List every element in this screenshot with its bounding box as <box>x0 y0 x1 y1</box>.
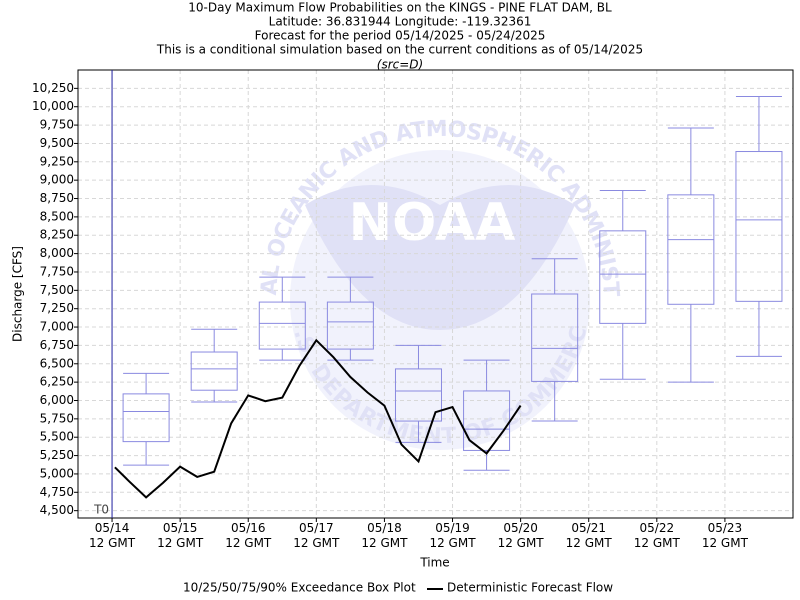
box <box>599 230 647 324</box>
y-tick-label: 9,000 <box>40 173 74 187</box>
x-tick-label: 05/14 12 GMT <box>89 521 136 550</box>
y-tick-label: 7,250 <box>40 301 74 315</box>
chart-title: 10-Day Maximum Flow Probabilities on the… <box>188 1 612 15</box>
subtitle: (src=D) <box>377 58 423 72</box>
x-axis-label: Time <box>419 556 449 570</box>
y-tick-label: 7,750 <box>40 264 74 278</box>
box <box>190 351 238 391</box>
chart-title: This is a conditional simulation based o… <box>156 43 643 57</box>
y-tick-label: 6,250 <box>40 375 74 389</box>
chart-title: Forecast for the period 05/14/2025 - 05/… <box>255 29 546 43</box>
y-axis-label: Discharge [CFS] <box>11 246 25 342</box>
y-tick-label: 5,750 <box>40 411 74 425</box>
x-tick-label: 05/19 12 GMT <box>429 521 476 550</box>
x-tick-label: 05/15 12 GMT <box>157 521 204 550</box>
x-tick-label: 05/17 12 GMT <box>293 521 340 550</box>
y-tick-label: 6,000 <box>40 393 74 407</box>
y-tick-label: 5,000 <box>40 466 74 480</box>
box <box>258 301 306 350</box>
y-tick-label: 4,750 <box>40 485 74 499</box>
box <box>735 151 783 302</box>
plot-frame <box>77 69 794 519</box>
x-tick-label: 05/20 12 GMT <box>497 521 544 550</box>
y-tick-label: 8,500 <box>40 209 74 223</box>
watermark-bird <box>305 185 575 330</box>
legend-box: 10/25/50/75/90% Exceedance Box Plot <box>183 581 416 595</box>
y-tick-label: 5,500 <box>40 430 74 444</box>
forecast-line <box>114 338 522 499</box>
y-tick-label: 7,500 <box>40 283 74 297</box>
y-tick-label: 9,500 <box>40 136 74 150</box>
x-tick-label: 05/16 12 GMT <box>225 521 272 550</box>
x-tick-label: 05/21 12 GMT <box>565 521 612 550</box>
box <box>122 393 170 443</box>
y-tick-label: 6,500 <box>40 356 74 370</box>
box <box>394 368 442 422</box>
legend-line: Deterministic Forecast Flow <box>447 581 613 595</box>
x-tick-label: 05/22 12 GMT <box>633 521 680 550</box>
watermark-center: NOAA <box>349 193 516 253</box>
x-tick-label: 05/23 12 GMT <box>701 521 748 550</box>
box <box>667 194 715 305</box>
y-tick-label: 8,000 <box>40 246 74 260</box>
chart-title: Latitude: 36.831944 Longitude: -119.3236… <box>269 15 532 29</box>
y-tick-label: 5,250 <box>40 448 74 462</box>
y-tick-label: 9,250 <box>40 154 74 168</box>
annotation-label: T0 <box>93 503 109 517</box>
y-tick-label: 6,750 <box>40 338 74 352</box>
y-tick-label: 10,000 <box>32 99 74 113</box>
y-tick-label: 8,750 <box>40 191 74 205</box>
y-tick-label: 9,750 <box>40 118 74 132</box>
box <box>531 293 579 382</box>
y-tick-label: 4,500 <box>40 503 74 517</box>
y-tick-label: 10,250 <box>32 81 74 95</box>
x-tick-label: 05/18 12 GMT <box>361 521 408 550</box>
box <box>326 301 374 350</box>
y-tick-label: 8,250 <box>40 228 74 242</box>
y-tick-label: 7,000 <box>40 320 74 334</box>
grid <box>78 70 793 518</box>
